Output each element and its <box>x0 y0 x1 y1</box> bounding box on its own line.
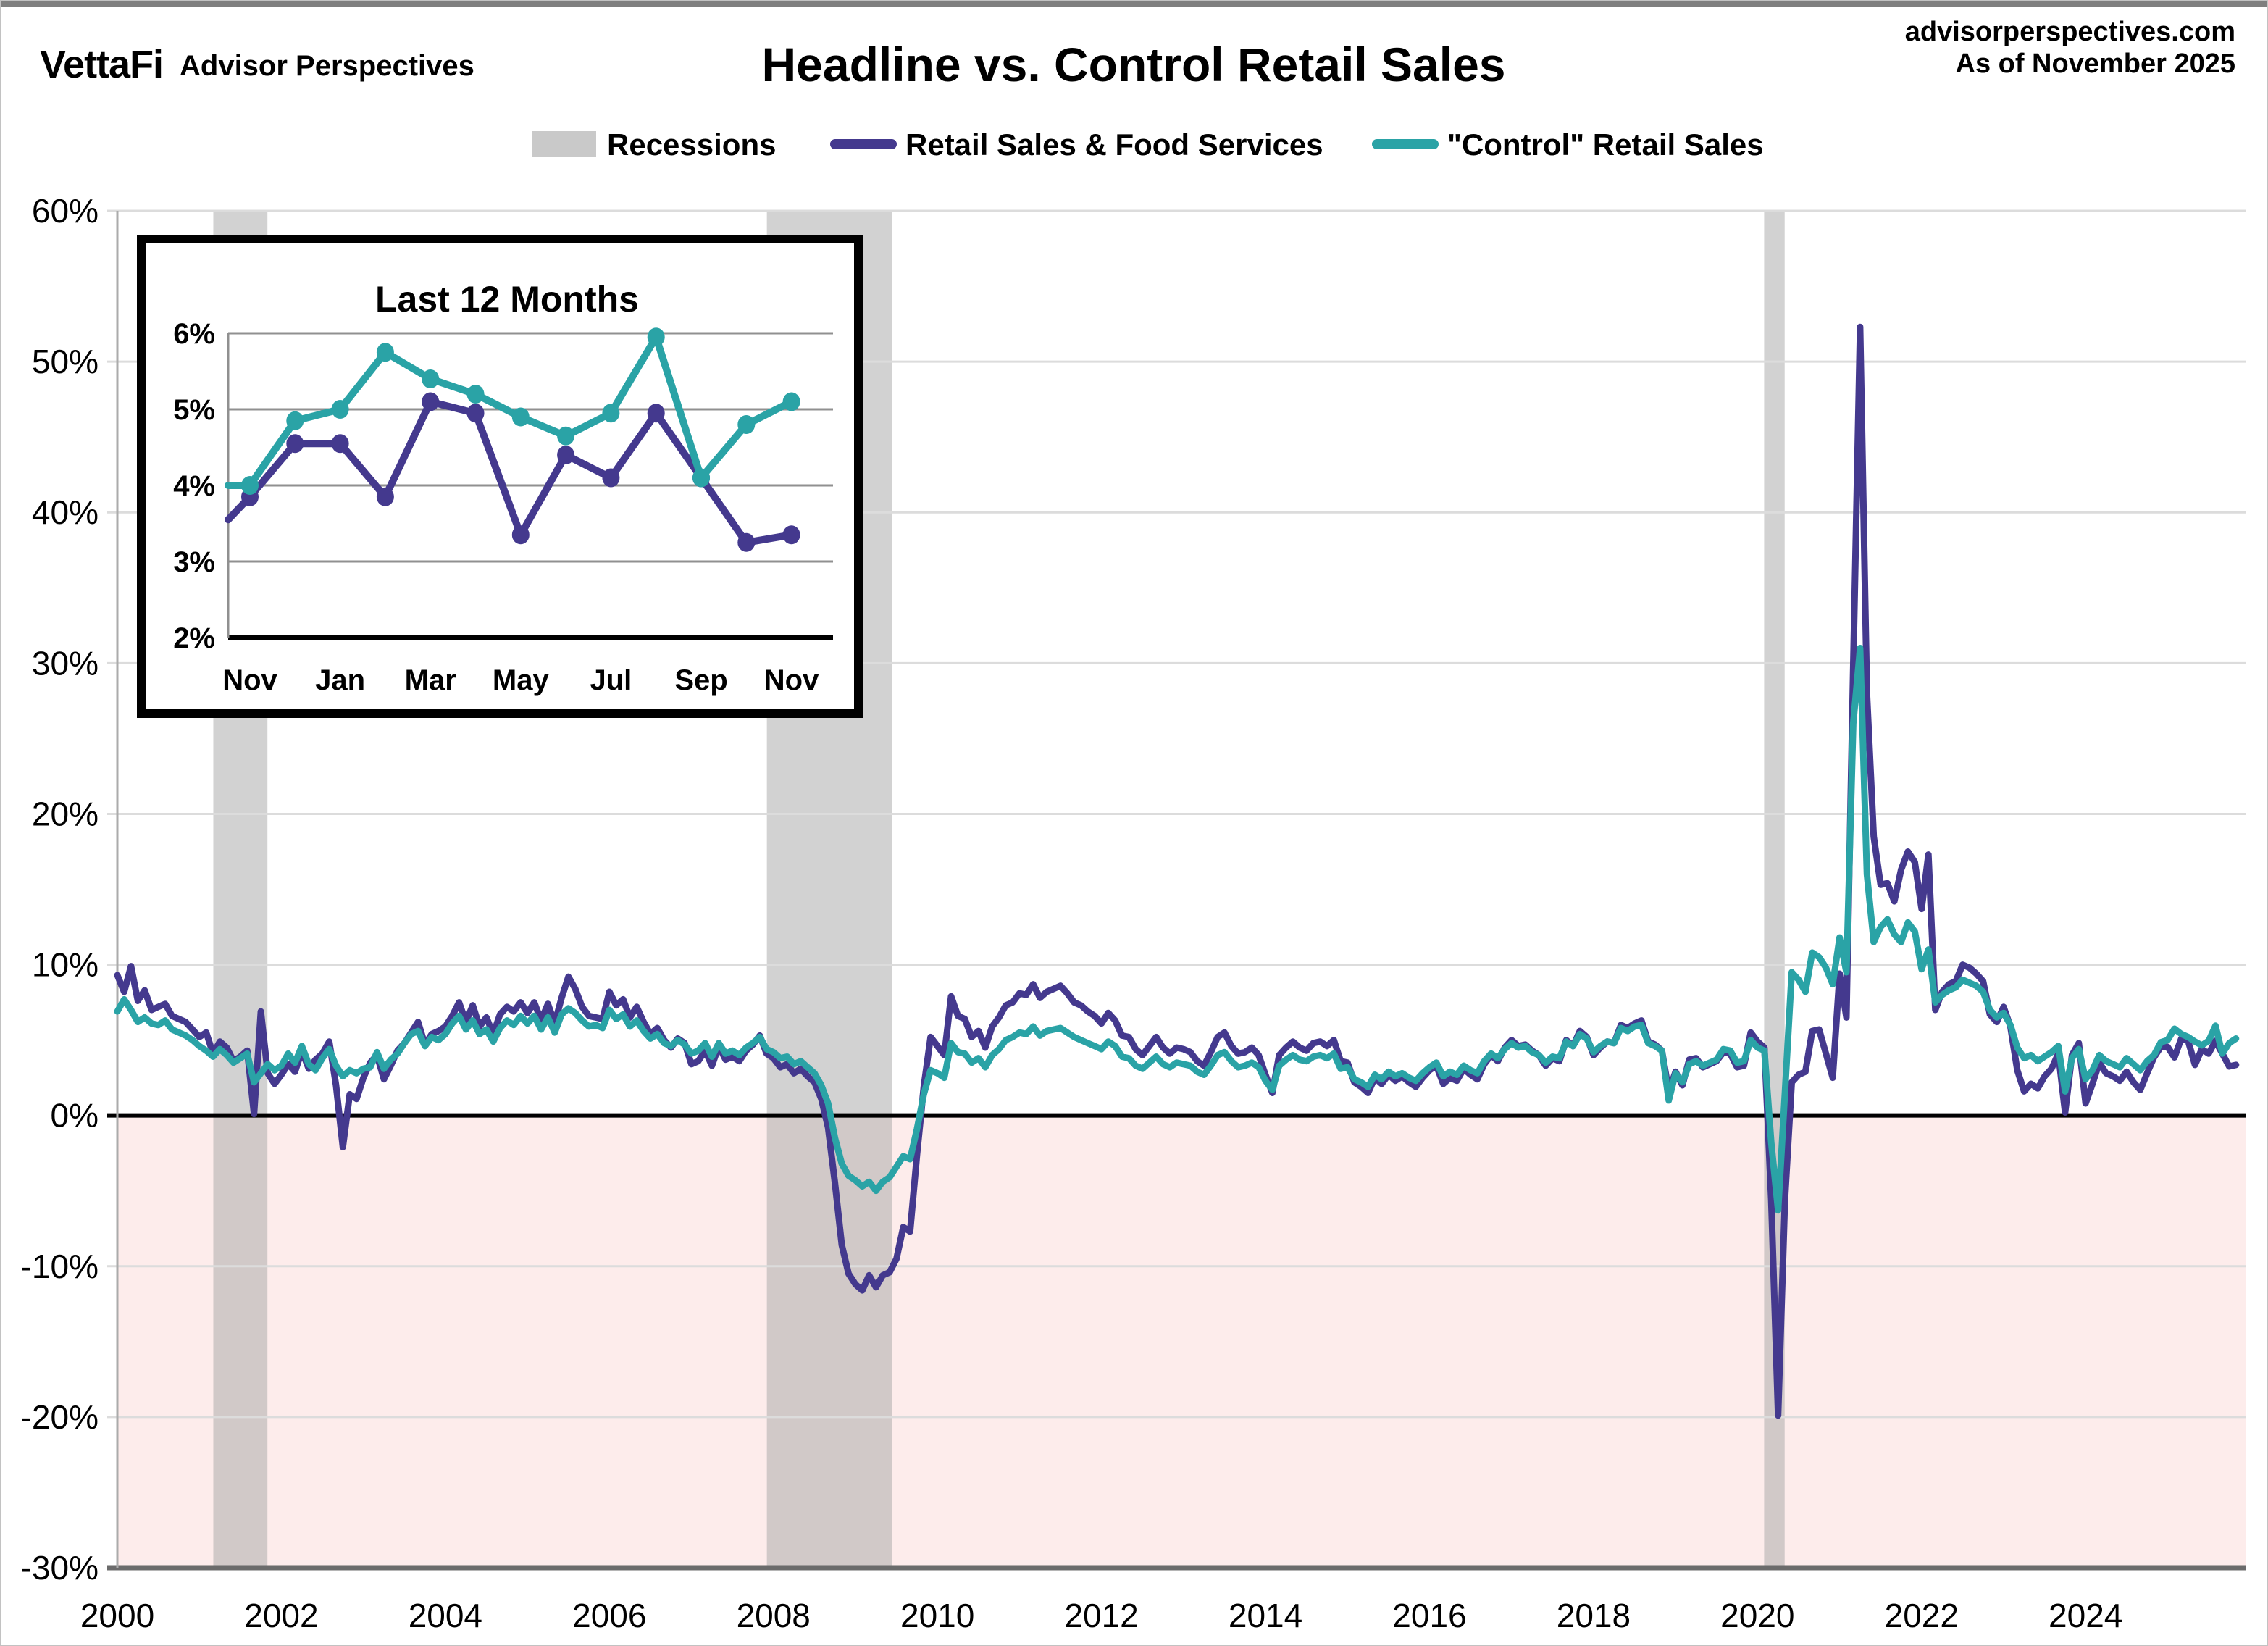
inset-headline-marker <box>422 392 440 412</box>
y-axis-tick-label: -30% <box>21 1549 99 1587</box>
inset-x-tick-label: Jan <box>315 664 365 696</box>
inset-x-tick-label: Nov <box>764 664 819 696</box>
y-axis-tick-label: 60% <box>32 192 99 230</box>
x-axis-tick-label: 2006 <box>572 1597 646 1634</box>
site-url: advisorperspectives.com <box>1905 17 2235 47</box>
inset-control-marker <box>782 392 800 412</box>
inset-control-marker <box>692 468 710 488</box>
legend-label-recessions: Recessions <box>607 128 776 162</box>
negative-region <box>117 1115 2246 1568</box>
brand-logo: VettaFi <box>40 43 163 86</box>
inset-x-tick-label: Mar <box>405 664 456 696</box>
inset-control-marker <box>422 369 440 388</box>
top-border <box>0 0 2268 7</box>
inset-y-tick-label: 2% <box>173 622 215 654</box>
inset-y-tick-label: 6% <box>173 318 215 350</box>
inset-control-marker <box>647 327 665 347</box>
inset-headline-marker <box>782 525 800 545</box>
as-of-date: As of November 2025 <box>1956 49 2236 79</box>
main-chart: 60% 50% 40% 30% 20% 10% 0% -10% -20% -30% 2000 2002… <box>21 192 2246 1634</box>
page-title: Headline vs. Control Retail Sales <box>762 38 1506 91</box>
inset-control-marker <box>511 407 530 427</box>
x-axis-tick-label: 2000 <box>80 1597 154 1634</box>
headline-series-line <box>114 323 2240 1419</box>
x-axis-tick-label: 2018 <box>1557 1597 1631 1634</box>
x-axis-tick-label: 2010 <box>900 1597 974 1634</box>
legend-label-control: "Control" Retail Sales <box>1447 128 1764 162</box>
inset-y-tick-label: 4% <box>173 470 215 502</box>
inset-x-tick-label: Nov <box>222 664 277 696</box>
inset-y-tick-label: 5% <box>173 394 215 426</box>
inset-control-marker <box>376 343 394 362</box>
inset-title: Last 12 Months <box>375 279 639 319</box>
inset-control-marker <box>602 404 620 423</box>
y-axis-tick-label: 40% <box>32 493 99 531</box>
x-axis-tick-label: 2024 <box>2049 1597 2122 1634</box>
y-axis-tick-label: 10% <box>32 946 99 984</box>
inset-x-tick-label: May <box>493 664 550 696</box>
inset-headline-marker <box>557 446 575 464</box>
y-axis-tick-label: 20% <box>32 795 99 832</box>
x-axis-tick-label: 2008 <box>737 1597 811 1634</box>
inset-control-marker <box>286 411 304 430</box>
x-axis-tick-label: 2020 <box>1720 1597 1794 1634</box>
inset-chart: Last 12 Months 6%5%4%3%2%Nov Jan Mar May Jul… <box>137 235 863 718</box>
inset-plot: 6%5%4%3%2%Nov Jan Mar May Jul Sep Nov <box>173 318 833 696</box>
control-series-swatch <box>1372 139 1439 149</box>
x-axis-tick-label: 2004 <box>409 1597 482 1634</box>
inset-control-marker <box>737 415 756 434</box>
y-axis-tick-label: 30% <box>32 644 99 682</box>
x-axis-tick-label: 2022 <box>1885 1597 1959 1634</box>
y-axis-tick-label: 50% <box>32 343 99 380</box>
inset-y-tick-label: 3% <box>173 546 215 578</box>
inset-headline-marker <box>647 404 665 423</box>
y-axis-tick-label: -10% <box>21 1248 99 1285</box>
inset-headline-marker <box>737 532 756 552</box>
inset-control-marker <box>466 385 485 404</box>
inset-headline-marker <box>511 525 530 545</box>
x-axis-tick-label: 2012 <box>1064 1597 1138 1634</box>
x-axis-tick-label: 2014 <box>1229 1597 1302 1634</box>
inset-control-marker <box>557 426 575 446</box>
inset-headline-marker <box>376 487 394 506</box>
legend-label-headline: Retail Sales & Food Services <box>905 128 1323 162</box>
legend: Recessions Retail Sales & Food Services … <box>532 128 1764 162</box>
y-axis-tick-label: 0% <box>51 1097 99 1135</box>
recession-swatch <box>532 131 596 157</box>
inset-control-marker <box>241 476 259 495</box>
inset-x-tick-label: Sep <box>674 664 727 696</box>
inset-x-tick-label: Jul <box>590 664 632 696</box>
y-axis-tick-label: -20% <box>21 1398 99 1436</box>
inset-headline-marker <box>466 404 485 423</box>
inset-control-marker <box>331 400 349 419</box>
brand-subtitle: Advisor Perspectives <box>180 50 474 82</box>
inset-headline-marker <box>331 434 349 454</box>
inset-headline-marker <box>602 468 620 488</box>
headline-series-swatch <box>830 139 897 149</box>
x-axis-tick-label: 2016 <box>1392 1597 1466 1634</box>
x-axis-tick-label: 2002 <box>244 1597 318 1634</box>
inset-headline-marker <box>286 434 304 454</box>
control-series-line <box>114 645 2240 1214</box>
